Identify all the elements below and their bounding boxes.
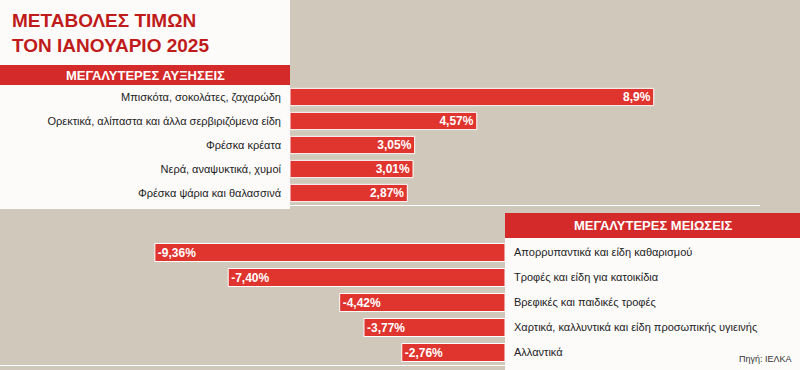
- svg-text:4,57%: 4,57%: [439, 114, 473, 128]
- svg-text:Φρέσκα ψάρια και θαλασσινά: Φρέσκα ψάρια και θαλασσινά: [138, 187, 282, 199]
- svg-text:ΜΕΓΑΛΥΤΕΡΕΣ ΜΕΙΩΣΕΙΣ: ΜΕΓΑΛΥΤΕΡΕΣ ΜΕΙΩΣΕΙΣ: [574, 218, 732, 233]
- svg-text:-7,40%: -7,40%: [231, 271, 269, 285]
- svg-text:2,87%: 2,87%: [370, 186, 404, 200]
- svg-text:Μπισκότα, σοκολάτες, ζαχαρώδη: Μπισκότα, σοκολάτες, ζαχαρώδη: [121, 91, 281, 103]
- svg-text:-3,77%: -3,77%: [367, 321, 405, 335]
- svg-text:Πηγή: ΙΕΛΚΑ: Πηγή: ΙΕΛΚΑ: [739, 354, 792, 364]
- svg-text:8,9%: 8,9%: [623, 90, 651, 104]
- svg-text:-4,42%: -4,42%: [343, 296, 381, 310]
- svg-text:Νερά, αναψυκτικά, χυμοί: Νερά, αναψυκτικά, χυμοί: [161, 163, 282, 175]
- svg-text:3,01%: 3,01%: [376, 162, 410, 176]
- svg-text:Χαρτικά, καλλυντικά και είδη π: Χαρτικά, καλλυντικά και είδη προσωπικής …: [514, 321, 757, 333]
- svg-text:Αλλαντικά: Αλλαντικά: [514, 346, 563, 358]
- svg-text:-2,76%: -2,76%: [405, 346, 443, 360]
- svg-text:-9,36%: -9,36%: [158, 246, 196, 260]
- svg-text:Ορεκτικά, αλίπαστα και άλλα σε: Ορεκτικά, αλίπαστα και άλλα σερβιριζόμεν…: [47, 115, 281, 127]
- svg-text:3,05%: 3,05%: [377, 138, 411, 152]
- svg-text:Απορρυπαντικά και είδη καθαρισ: Απορρυπαντικά και είδη καθαρισμού: [514, 246, 692, 258]
- svg-text:Φρέσκα κρέατα: Φρέσκα κρέατα: [206, 139, 282, 151]
- svg-text:Τροφές και είδη για κατοικίδια: Τροφές και είδη για κατοικίδια: [514, 271, 659, 283]
- svg-text:ΜΕΓΑΛΥΤΕΡΕΣ ΑΥΞΗΣΕΙΣ: ΜΕΓΑΛΥΤΕΡΕΣ ΑΥΞΗΣΕΙΣ: [66, 68, 225, 83]
- svg-text:Βρεφικές και παιδικές τροφές: Βρεφικές και παιδικές τροφές: [514, 296, 656, 308]
- svg-text:ΜΕΤΑΒΟΛΕΣ ΤΙΜΩΝΤΟΝ ΙΑΝΟΥΑΡΙΟ 2: ΜΕΤΑΒΟΛΕΣ ΤΙΜΩΝΤΟΝ ΙΑΝΟΥΑΡΙΟ 2025: [12, 10, 209, 56]
